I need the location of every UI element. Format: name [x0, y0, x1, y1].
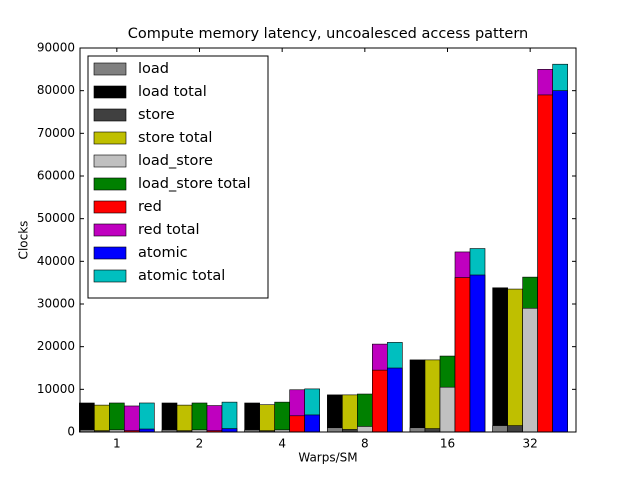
- y-tick-label: 80000: [37, 83, 75, 97]
- bar: [469, 274, 486, 433]
- legend-label: red: [138, 199, 162, 215]
- legend-swatch: [93, 269, 127, 283]
- legend-label: load total: [138, 84, 207, 100]
- bar: [342, 394, 358, 433]
- bar: [409, 359, 426, 433]
- legend-label: load_store total: [138, 176, 251, 192]
- bar: [191, 402, 208, 433]
- legend-swatch: [93, 154, 127, 168]
- x-axis-label: Warps/SM: [298, 451, 357, 465]
- bar: [522, 307, 538, 433]
- bar: [537, 94, 553, 433]
- bar: [124, 405, 140, 433]
- chart-title: Compute memory latency, uncoalesced acce…: [128, 26, 528, 42]
- bar: [409, 427, 426, 433]
- legend-swatch: [93, 200, 127, 214]
- legend-swatch: [93, 223, 127, 237]
- bar: [327, 394, 343, 433]
- bar: [357, 426, 373, 433]
- bar: [274, 401, 290, 433]
- bar: [94, 404, 110, 433]
- legend-label: load_store: [138, 153, 213, 169]
- y-tick-label: 60000: [37, 169, 75, 183]
- x-tick-label: 2: [196, 437, 204, 451]
- legend-label: store: [138, 107, 175, 123]
- bar: [424, 359, 441, 433]
- x-tick-label: 8: [361, 437, 369, 451]
- bar: [161, 402, 178, 433]
- bar: [259, 404, 275, 433]
- bar: [304, 414, 320, 433]
- bar: [424, 428, 441, 433]
- x-tick-label: 16: [440, 437, 455, 451]
- bar: [492, 425, 508, 433]
- legend-swatch: [93, 108, 127, 122]
- legend-label: load: [138, 61, 169, 77]
- x-tick-label: 1: [113, 437, 121, 451]
- bar: [327, 427, 343, 433]
- bar: [221, 428, 238, 433]
- y-tick-label: 10000: [37, 382, 75, 396]
- bar: [439, 386, 456, 433]
- y-tick-label: 70000: [37, 126, 75, 140]
- x-tick-label: 4: [278, 437, 286, 451]
- y-tick-label: 20000: [37, 339, 75, 353]
- y-tick-label: 50000: [37, 211, 75, 225]
- bar: [507, 288, 523, 433]
- legend-label: red total: [138, 222, 200, 238]
- bar: [289, 415, 305, 433]
- bar: [492, 287, 508, 433]
- y-tick-label: 30000: [37, 297, 75, 311]
- legend-swatch: [93, 177, 127, 191]
- legend-swatch: [93, 85, 127, 99]
- bar: [79, 402, 95, 433]
- bar: [139, 402, 155, 433]
- bar: [109, 402, 125, 433]
- legend-swatch: [93, 62, 127, 76]
- bar: [244, 402, 260, 433]
- y-tick-label: 40000: [37, 254, 75, 268]
- y-tick-label: 0: [67, 425, 75, 439]
- bar: [221, 401, 238, 433]
- x-tick-label: 32: [523, 437, 538, 451]
- legend-label: atomic: [138, 245, 188, 261]
- legend-label: atomic total: [138, 268, 225, 284]
- bar: [372, 369, 388, 433]
- bar: [387, 367, 403, 433]
- legend-label: store total: [138, 130, 212, 146]
- legend-swatch: [93, 131, 127, 145]
- plot-frame: [79, 47, 577, 433]
- y-axis-label: Clocks: [17, 221, 31, 260]
- bar: [454, 277, 471, 433]
- bar: [206, 405, 223, 433]
- y-tick-label: 90000: [37, 41, 75, 55]
- legend-swatch: [93, 246, 127, 260]
- bar: [176, 404, 193, 433]
- bar: [552, 90, 568, 433]
- bar: [507, 425, 523, 433]
